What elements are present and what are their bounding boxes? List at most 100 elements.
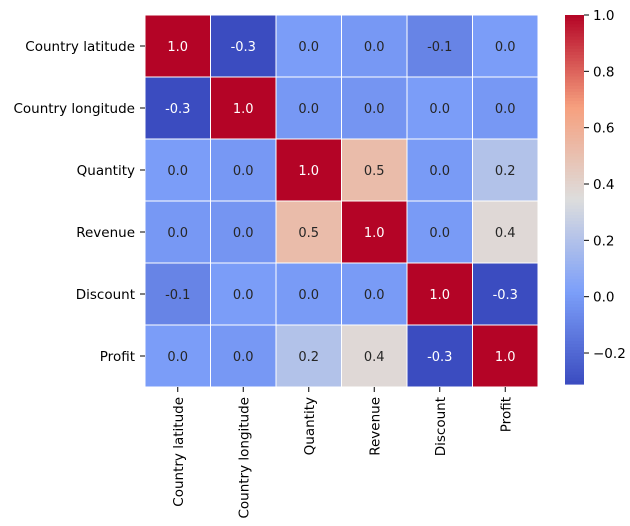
cell-value-label: 0.2 [495, 164, 516, 179]
colorbar-band [565, 236, 584, 241]
colorbar-band [565, 168, 584, 173]
colorbar-band [565, 325, 584, 330]
colorbar-band [565, 322, 584, 327]
colorbar-band [565, 113, 584, 118]
colorbar-band [565, 30, 584, 35]
colorbar: 1.0 0.8 0.6 0.4 0.2 0.0 −0.2 [565, 8, 626, 385]
colorbar-band [565, 273, 584, 277]
colorbar-band [565, 88, 584, 93]
colorbar-band [565, 362, 584, 367]
colorbar-band [565, 214, 584, 219]
cell-value-label: -0.1 [165, 288, 190, 303]
colorbar-tick-label: 0.8 [593, 64, 614, 80]
colorbar-band [565, 73, 584, 78]
heatmap-cells: 1.0 -0.3 0.0 0.0 -0.1 0.0 -0.3 1.0 0.0 0.0 0.0 0.0 0… [144, 14, 539, 388]
colorbar-band [565, 156, 584, 161]
colorbar-band [565, 141, 584, 145]
row-label: Country latitude [25, 39, 135, 55]
colorbar-band [565, 337, 584, 342]
colorbar-band [565, 134, 584, 139]
column-label: Revenue [367, 397, 383, 456]
colorbar-band [565, 39, 584, 44]
colorbar-band [565, 162, 584, 167]
colorbar-band [565, 122, 584, 127]
colorbar-band [565, 18, 584, 22]
colorbar-band [565, 36, 584, 41]
colorbar-band [565, 104, 584, 108]
colorbar-band [565, 310, 584, 314]
colorbar-band [565, 64, 584, 68]
cell-value-label: -0.3 [165, 102, 190, 117]
heatmap-cell [210, 138, 277, 202]
colorbar-band [565, 211, 584, 216]
heatmap-cell [341, 76, 408, 140]
heatmap-cell [406, 262, 473, 326]
colorbar-tick-label: 0.2 [593, 233, 614, 249]
cell-value-label: 1.0 [364, 226, 385, 241]
colorbar-band [565, 377, 584, 382]
heatmap-cell [472, 14, 539, 78]
row-label: Revenue [76, 225, 135, 241]
colorbar-band [565, 67, 584, 71]
heatmap-cell [144, 324, 211, 388]
colorbar-band [565, 230, 584, 234]
cell-value-label: 1.0 [298, 164, 319, 179]
colorbar-band [565, 297, 584, 302]
colorbar-band [565, 15, 584, 19]
cell-value-label: 0.0 [167, 350, 188, 365]
heatmap-cell [144, 262, 211, 326]
heatmap-cell [144, 200, 211, 264]
cell-value-label: 0.0 [429, 226, 450, 241]
colorbar-band [565, 288, 584, 293]
colorbar-band [565, 150, 584, 154]
heatmap-cell [275, 262, 342, 326]
colorbar-band [565, 264, 584, 268]
cell-value-label: -0.1 [427, 40, 452, 55]
heatmap-cell [341, 200, 408, 264]
colorbar-band [565, 221, 584, 225]
cell-value-label: 0.0 [495, 102, 516, 117]
cell-value-label: 1.0 [495, 350, 516, 365]
colorbar-band [565, 334, 584, 339]
column-label: Profit [498, 397, 514, 432]
row-labels: Country latitude Country longitude Quantit… [13, 39, 145, 365]
colorbar-band [565, 76, 584, 81]
colorbar-band [565, 313, 584, 317]
colorbar-band [565, 61, 584, 65]
cell-value-label: -0.3 [427, 350, 452, 365]
cell-value-label: 0.0 [233, 350, 254, 365]
colorbar-band [565, 190, 584, 194]
heatmap-cell [406, 200, 473, 264]
colorbar-band [565, 42, 584, 47]
colorbar-band [565, 107, 584, 111]
colorbar-band [565, 328, 584, 333]
colorbar-band [565, 98, 584, 102]
colorbar-band [565, 94, 584, 99]
heatmap-cell [472, 138, 539, 202]
colorbar-band [565, 227, 584, 231]
colorbar-band [565, 248, 584, 253]
colorbar-band [565, 82, 584, 87]
cell-value-label: 1.0 [167, 40, 188, 55]
cell-value-label: 0.0 [429, 164, 450, 179]
colorbar-band [565, 171, 584, 176]
colorbar-band [565, 254, 584, 259]
colorbar-band [565, 285, 584, 290]
colorbar-band [565, 181, 584, 185]
cell-value-label: 0.0 [429, 102, 450, 117]
heatmap-cell [341, 262, 408, 326]
colorbar-band [565, 257, 584, 262]
colorbar-band [565, 371, 584, 376]
colorbar-band [565, 159, 584, 164]
colorbar-band [565, 128, 584, 133]
colorbar-band [565, 193, 584, 198]
column-label: Country longitude [236, 397, 252, 519]
colorbar-band [565, 24, 584, 28]
colorbar-band [565, 261, 584, 265]
heatmap-cell [210, 200, 277, 264]
heatmap-cell [144, 14, 211, 78]
colorbar-band [565, 85, 584, 90]
colorbar-band [565, 331, 584, 336]
colorbar-tick-label: 0.0 [593, 290, 614, 306]
